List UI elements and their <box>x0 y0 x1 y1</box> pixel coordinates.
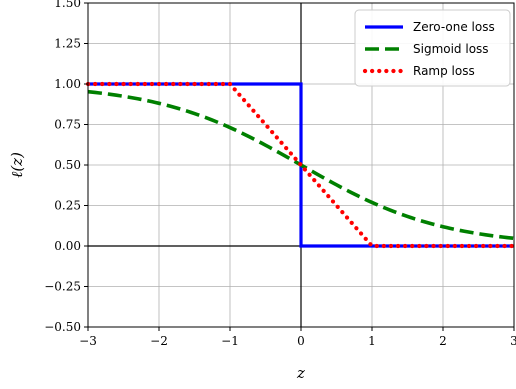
y-tick-label: 1.00 <box>54 77 81 91</box>
legend-label: Sigmoid loss <box>413 42 489 56</box>
x-tick-label: 2 <box>439 334 447 348</box>
y-tick-label: 0.25 <box>54 199 81 213</box>
y-tick-label: 1.50 <box>54 0 81 10</box>
y-tick-label: 0.50 <box>54 158 81 172</box>
y-tick-label: 0.00 <box>54 239 81 253</box>
y-axis-label: ℓ(z) <box>8 152 26 178</box>
series-line-ramp <box>85 81 516 249</box>
x-tick-label: −3 <box>79 334 97 348</box>
x-tick-label: 0 <box>297 334 305 348</box>
axis-labels-layer: z ℓ(z) <box>8 152 305 382</box>
y-tick-label: −0.50 <box>44 320 81 334</box>
x-tick-label: −1 <box>221 334 239 348</box>
legend: Zero-one loss Sigmoid loss Ramp loss <box>354 9 511 87</box>
y-tick-label: −0.25 <box>44 280 81 294</box>
y-tick-label: 0.75 <box>54 118 81 132</box>
ticks-layer: −3 −2 −1 0 1 2 3 −0.50 −0.25 0.00 0.25 0.50 0.75 1.00… <box>44 0 516 348</box>
legend-box <box>354 9 511 87</box>
x-tick-label: 3 <box>510 334 516 348</box>
legend-label: Zero-one loss <box>413 20 495 34</box>
x-tick-label: −2 <box>150 334 168 348</box>
series-layer <box>85 81 516 249</box>
legend-label: Ramp loss <box>413 64 475 78</box>
y-tick-label: 1.25 <box>54 37 81 51</box>
x-axis-label: z <box>296 364 305 382</box>
x-tick-label: 1 <box>368 334 376 348</box>
